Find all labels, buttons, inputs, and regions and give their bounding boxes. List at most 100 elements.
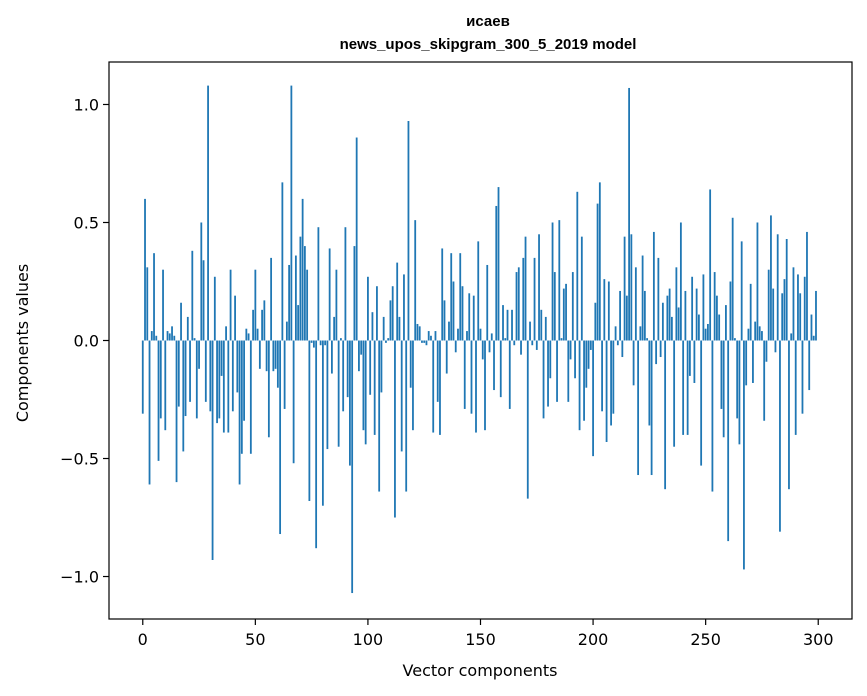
bar [204,340,207,402]
bar [258,340,261,369]
chart-subtitle: news_upos_skipgram_300_5_2019 model [340,36,637,53]
bar [198,340,200,369]
bar [319,340,322,346]
bar [331,340,333,374]
bar [486,264,489,341]
bar [670,316,673,341]
bar [267,340,270,438]
bar [373,340,376,435]
bar [369,340,372,395]
bar [774,340,777,353]
x-tick-label: 0 [138,630,148,649]
bar [333,316,336,341]
bar [245,328,248,341]
bar [533,257,536,341]
bar [619,290,621,341]
bar [371,312,374,341]
bar [376,286,378,341]
bar [655,340,658,365]
bar [664,340,667,490]
bar [213,276,216,341]
bar [686,340,689,435]
bar [718,314,721,341]
bar [222,340,225,433]
bar [736,340,739,419]
y-tick-label: −0.5 [60,450,99,469]
bar [643,290,646,341]
bar [652,231,655,341]
bar [459,253,462,341]
bar [754,321,757,341]
bar [193,338,196,341]
bar [326,340,329,450]
bar [729,281,732,341]
bar [598,182,601,341]
bar [481,340,484,360]
bar [423,340,426,343]
bar [157,340,160,461]
bar [409,340,412,388]
bar [285,321,288,341]
bar [335,269,338,341]
bar [184,340,187,417]
bar [781,293,784,341]
bar [256,328,259,341]
bar [704,328,707,341]
bar [274,340,277,369]
bar [265,340,268,372]
bar-series [141,85,817,594]
bar [646,338,649,341]
bar [191,250,194,341]
bar [531,340,534,346]
bar [625,295,628,341]
bar [668,288,671,341]
bar [560,338,563,341]
bar [556,340,558,402]
bar [594,302,597,341]
bar [592,340,594,457]
bar [240,340,243,454]
bar [324,340,327,346]
bar [801,340,804,414]
bar [540,309,543,341]
bar [299,236,302,341]
bar [367,276,369,341]
bar [547,340,549,407]
bar [677,307,680,341]
bar [445,340,448,374]
y-axis: 1.0 0.5 0.0 −0.5 −1.0 [60,95,109,587]
bar [263,300,266,341]
bar [349,340,351,466]
bar [441,248,444,341]
bar [288,264,291,341]
bar [283,340,286,409]
bar [220,340,223,376]
bar [493,340,495,391]
bar [182,340,185,452]
bar [803,276,806,341]
bar [396,262,399,341]
bar [430,335,432,341]
bar [310,340,313,343]
bar [353,246,356,341]
bar [788,340,790,490]
bar [477,241,480,341]
bar [238,340,241,485]
bar [484,340,486,431]
bar [466,331,468,341]
bar [693,340,696,383]
bar [403,274,405,341]
bar [603,279,606,341]
x-tick-label: 200 [578,630,609,649]
bar [666,295,669,341]
bar [790,333,793,341]
bar [306,269,309,341]
bar [522,257,525,341]
bar [747,328,750,341]
bar [186,316,189,341]
bar [815,290,817,341]
bar [549,340,552,379]
bar [195,340,198,419]
bar [358,340,360,372]
bar [234,295,236,341]
